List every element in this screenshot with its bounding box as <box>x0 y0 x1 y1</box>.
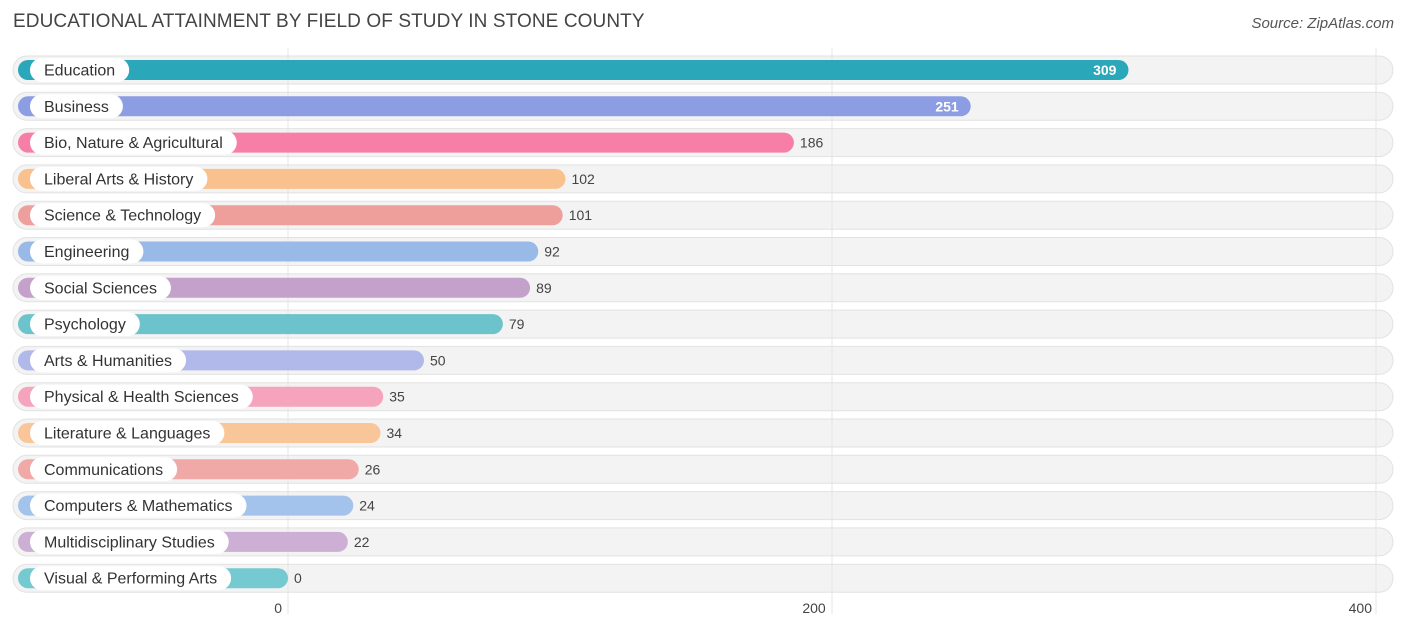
category-label: Arts & Humanities <box>44 353 172 370</box>
x-tick-label: 400 <box>1349 600 1373 616</box>
category-label-pill <box>30 203 216 228</box>
bar-row: Bio, Nature & Agricultural 186 <box>18 130 824 155</box>
category-label: Visual & Performing Arts <box>44 571 217 588</box>
bar-row: Psychology 79 <box>18 312 525 337</box>
category-label: Engineering <box>44 244 129 261</box>
bar-row: Business 251 <box>18 94 971 119</box>
bar-row: Arts & Humanities 50 <box>18 348 446 373</box>
row-background <box>12 454 1394 484</box>
bar-row: Education 309 <box>18 58 1129 82</box>
category-label: Liberal Arts & History <box>44 171 193 188</box>
category-label: Multidisciplinary Studies <box>44 534 215 551</box>
category-label-pill <box>30 275 171 300</box>
value-label: 35 <box>389 389 405 405</box>
category-label: Physical & Health Sciences <box>44 389 239 406</box>
bar-row: Social Sciences 89 <box>18 275 552 300</box>
bar-row: Literature & Languages 34 <box>18 421 402 445</box>
value-label: 251 <box>935 98 959 114</box>
category-label-pill <box>30 457 178 482</box>
category-label: Literature & Languages <box>44 426 210 443</box>
source-label: Source: ZipAtlas.com <box>1251 15 1394 32</box>
category-label-pill <box>30 493 247 518</box>
bar <box>18 96 971 117</box>
bar <box>18 314 503 335</box>
x-tick-label: 200 <box>802 600 826 616</box>
category-label: Business <box>44 99 109 116</box>
category-label: Communications <box>44 462 163 479</box>
value-label: 89 <box>536 280 552 296</box>
value-label: 309 <box>1093 62 1117 78</box>
category-label: Education <box>44 63 115 80</box>
category-label-pill <box>30 348 187 373</box>
value-label: 24 <box>359 498 375 514</box>
value-label: 22 <box>354 534 370 550</box>
value-label: 50 <box>430 352 446 368</box>
category-label: Science & Technology <box>44 208 201 225</box>
category-label-pill <box>30 529 229 554</box>
bar-row: Science & Technology 101 <box>18 203 593 228</box>
category-label-pill <box>30 94 123 119</box>
bar-row: Engineering 92 <box>18 239 560 264</box>
category-label: Social Sciences <box>44 280 157 297</box>
bar-row: Physical & Health Sciences 35 <box>18 384 405 409</box>
category-label-pill <box>30 58 130 82</box>
category-label-pill <box>30 166 208 191</box>
value-label: 26 <box>365 461 381 477</box>
category-label: Psychology <box>44 317 126 334</box>
bar-row: Visual & Performing Arts 0 <box>18 566 302 591</box>
bar-row: Liberal Arts & History 102 <box>18 166 595 191</box>
row-background <box>12 491 1394 521</box>
value-label: 102 <box>571 171 595 187</box>
bar-row: Multidisciplinary Studies 22 <box>18 529 370 554</box>
row-background <box>12 563 1394 593</box>
bar <box>18 60 1129 80</box>
category-label: Computers & Mathematics <box>44 498 233 515</box>
row-background <box>12 527 1394 557</box>
category-label-pill <box>30 239 144 264</box>
x-tick-label: 0 <box>274 600 282 616</box>
category-label-pill <box>30 130 237 155</box>
value-label: 0 <box>294 570 302 586</box>
value-label: 186 <box>800 135 824 151</box>
value-label: 92 <box>544 244 560 260</box>
value-label: 34 <box>386 425 402 441</box>
category-label-pill <box>30 312 140 337</box>
category-label-pill <box>30 421 225 445</box>
bar <box>18 241 539 262</box>
category-label: Bio, Nature & Agricultural <box>44 135 223 152</box>
category-label-pill <box>30 566 232 591</box>
category-label-pill <box>30 384 253 409</box>
chart-title: EDUCATIONAL ATTAINMENT BY FIELD OF STUDY… <box>13 11 645 32</box>
bar-row: Communications 26 <box>18 457 381 482</box>
value-label: 79 <box>509 316 525 332</box>
bar-row: Computers & Mathematics 24 <box>18 493 375 518</box>
value-label: 101 <box>569 207 593 223</box>
